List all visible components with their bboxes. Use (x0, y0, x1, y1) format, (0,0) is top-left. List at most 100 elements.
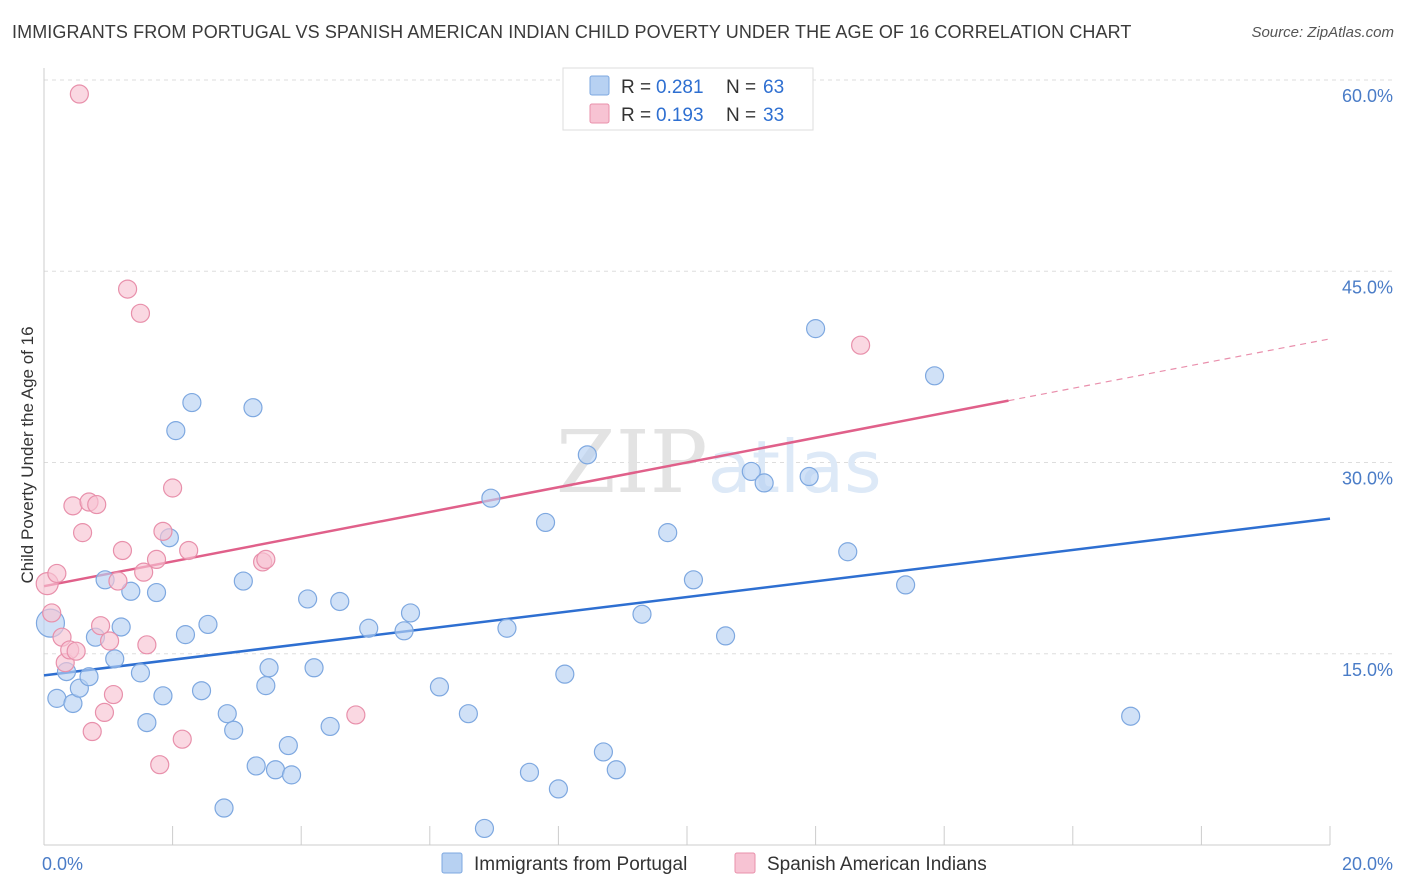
trend-line-blue (43, 517, 1331, 677)
data-point-blue (278, 735, 298, 756)
data-point-pink (150, 755, 170, 775)
data-point-pink (172, 729, 192, 749)
bottom-legend-swatch-blue (441, 852, 463, 874)
data-point-pink (153, 521, 173, 541)
legend-n-label: N = (726, 105, 756, 126)
data-point-blue (298, 589, 318, 609)
legend-r-value: 0.281 (656, 77, 704, 98)
y-axis-label: Child Poverty Under the Age of 16 (18, 326, 37, 583)
trend-lines (43, 338, 1331, 677)
data-point-blue (577, 445, 597, 465)
data-point-blue (243, 398, 263, 418)
data-point-blue (799, 466, 819, 487)
data-point-blue (105, 649, 125, 669)
data-point-pink (256, 549, 276, 570)
legend-n-value: 63 (763, 77, 784, 98)
data-point-blue (121, 581, 141, 601)
x-tick-label: 0.0% (42, 854, 83, 874)
data-point-blue (175, 625, 196, 645)
data-point-blue (214, 798, 234, 818)
trend-line-dashed-pink (1008, 338, 1331, 402)
data-point-blue (481, 488, 501, 508)
data-point-blue (182, 392, 202, 413)
data-point-blue (320, 716, 340, 737)
data-point-blue (632, 604, 652, 624)
data-points (35, 84, 1141, 839)
data-point-pink (146, 549, 167, 570)
watermark: ZIPatlas (556, 413, 882, 513)
data-point-blue (233, 571, 253, 591)
bottom-legend: Immigrants from Portugal Spanish America… (441, 852, 987, 875)
data-point-pink (66, 641, 86, 661)
data-point-blue (153, 686, 173, 706)
data-point-pink (112, 540, 133, 561)
data-point-pink (63, 496, 83, 516)
data-point-blue (111, 617, 131, 637)
data-point-pink (137, 635, 157, 655)
y-tick-label: 15.0% (1342, 660, 1393, 680)
data-point-pink (94, 702, 115, 723)
data-point-pink (179, 540, 199, 561)
data-point-blue (429, 677, 450, 697)
data-point-blue (330, 591, 350, 612)
legend-swatch-blue (589, 75, 610, 96)
y-tick-label: 45.0% (1342, 277, 1393, 297)
data-point-blue (715, 626, 736, 646)
data-point-blue (548, 779, 569, 799)
data-point-blue (359, 618, 379, 638)
data-point-blue (555, 664, 575, 684)
data-point-pink (851, 335, 871, 355)
data-point-blue (265, 760, 286, 780)
data-point-pink (72, 523, 93, 543)
data-point-blue (754, 473, 774, 493)
trend-line-pink (43, 399, 1009, 588)
data-point-pink (346, 705, 366, 725)
grid-lines (44, 79, 1392, 655)
bottom-legend-swatch-pink (734, 852, 756, 874)
data-point-blue (1121, 706, 1141, 726)
data-point-blue (246, 756, 266, 776)
data-point-blue (519, 762, 540, 782)
y-tick-label: 60.0% (1342, 86, 1393, 106)
data-point-pink (130, 303, 151, 323)
data-point-pink (103, 684, 124, 705)
data-point-blue (198, 614, 218, 635)
data-point-pink (87, 494, 107, 515)
watermark-atlas: atlas (708, 425, 882, 509)
data-point-blue (658, 523, 678, 543)
data-point-blue (924, 366, 945, 386)
y-tick-label: 30.0% (1342, 469, 1393, 489)
data-point-blue (191, 681, 212, 701)
data-point-pink (42, 603, 62, 623)
data-point-blue (259, 658, 279, 678)
data-point-pink (163, 478, 183, 498)
axes (43, 68, 1331, 846)
data-point-blue (683, 570, 704, 590)
data-point-blue (47, 688, 67, 708)
data-point-blue (146, 582, 167, 603)
data-point-blue (458, 704, 478, 724)
data-point-blue (474, 818, 495, 839)
data-point-blue (304, 658, 324, 678)
legend: R = 0.281 N = 63 R = 0.193 N = 33 (562, 67, 814, 131)
source-credit: Source: ZipAtlas.com (1251, 24, 1394, 41)
data-point-pink (69, 84, 89, 104)
data-point-blue (281, 765, 302, 785)
x-tick-label: 20.0% (1342, 854, 1393, 874)
data-point-pink (117, 279, 138, 299)
data-point-pink (82, 721, 102, 742)
legend-n-value: 33 (763, 105, 784, 126)
data-point-blue (256, 676, 276, 696)
data-point-pink (134, 562, 154, 582)
data-point-blue (535, 512, 556, 533)
data-point-blue (805, 319, 826, 339)
data-point-blue (741, 461, 761, 482)
data-point-blue (217, 704, 237, 724)
data-point-pink (47, 563, 67, 584)
y-tick-labels: 15.0% 30.0% 45.0% 60.0% (1342, 86, 1393, 680)
data-point-blue (224, 720, 244, 740)
data-point-blue (593, 742, 614, 762)
legend-r-label: R = (621, 77, 651, 98)
data-point-pink (108, 571, 128, 591)
